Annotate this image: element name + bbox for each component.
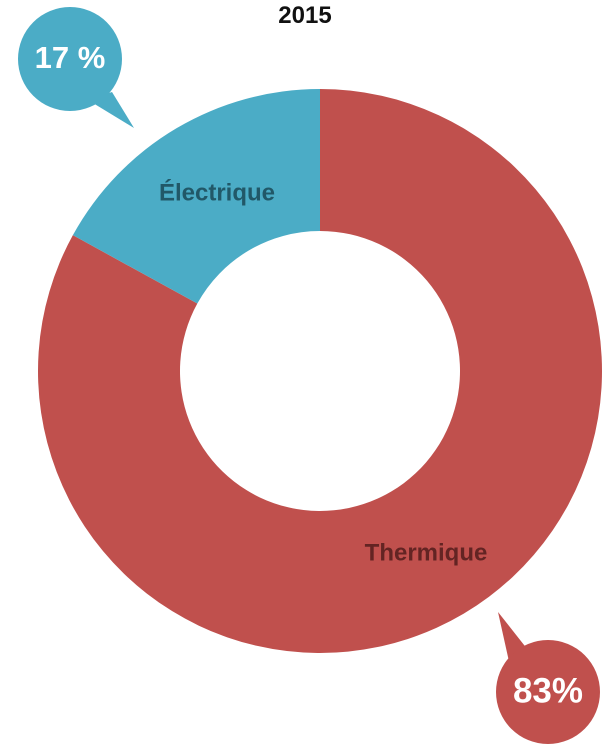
slice-thermique [37, 89, 602, 653]
value-label: 17 % [35, 40, 106, 75]
callout-bubble [18, 7, 122, 111]
slice-label-electrique: Électrique [159, 178, 275, 206]
donut-slices [37, 89, 602, 653]
slice-labels: Électrique Thermique [159, 178, 487, 566]
value-callout-thermique: 83% [496, 612, 600, 744]
value-callouts: 17 % 83% [18, 7, 600, 744]
callout-bubble [496, 640, 600, 744]
chart-title: 2015 [278, 2, 331, 29]
slice-label-thermique: Thermique [365, 539, 488, 566]
value-callout-electrique: 17 % [18, 7, 134, 128]
value-label: 83% [513, 671, 583, 710]
slice-electrique [72, 89, 320, 304]
